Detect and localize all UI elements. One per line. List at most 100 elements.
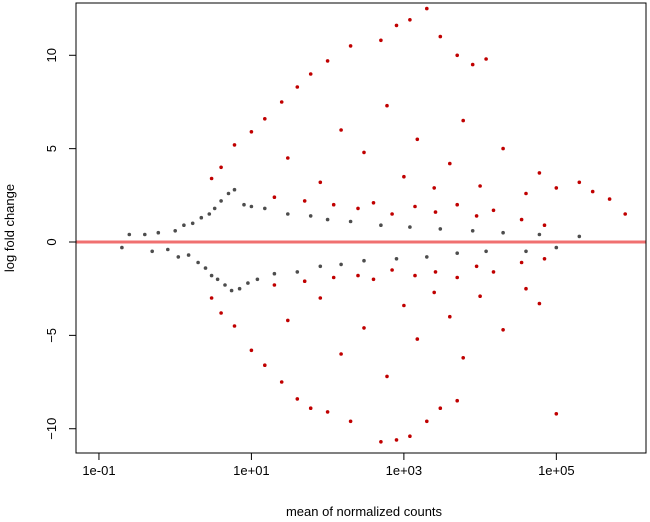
- point-nonsignificant: [226, 191, 231, 196]
- point-significant: [279, 100, 284, 104]
- point-nonsignificant: [173, 229, 177, 233]
- point-nonsignificant: [203, 266, 208, 270]
- point-nonsignificant: [156, 230, 161, 235]
- point-nonsignificant: [212, 206, 217, 211]
- point-significant: [331, 202, 336, 207]
- point-nonsignificant: [286, 212, 290, 216]
- y-tick-label: 0: [44, 238, 59, 245]
- point-nonsignificant: [379, 223, 383, 227]
- y-tick-label: 10: [44, 48, 59, 62]
- point-significant: [249, 348, 254, 353]
- point-significant: [408, 434, 412, 439]
- point-significant: [554, 412, 559, 416]
- point-significant: [461, 118, 466, 123]
- point-nonsignificant: [537, 232, 542, 237]
- point-nonsignificant: [249, 204, 254, 209]
- point-significant: [433, 210, 438, 214]
- point-significant: [390, 212, 394, 216]
- y-tick-label: 5: [44, 145, 59, 152]
- point-significant: [356, 206, 360, 211]
- point-nonsignificant: [394, 257, 399, 261]
- point-significant: [263, 363, 267, 368]
- point-significant: [394, 438, 399, 442]
- point-nonsignificant: [425, 255, 429, 259]
- point-significant: [491, 208, 496, 213]
- point-nonsignificant: [524, 249, 528, 254]
- point-nonsignificant: [362, 258, 366, 263]
- point-nonsignificant: [209, 273, 214, 278]
- point-significant: [339, 352, 343, 356]
- point-nonsignificant: [295, 270, 300, 274]
- point-nonsignificant: [223, 283, 227, 287]
- point-nonsignificant: [554, 245, 559, 250]
- point-significant: [402, 174, 406, 179]
- point-significant: [308, 406, 313, 411]
- point-significant: [295, 85, 300, 89]
- point-nonsignificant: [150, 249, 154, 254]
- point-nonsignificant: [166, 247, 170, 252]
- point-nonsignificant: [272, 271, 277, 276]
- plot-frame: [75, 2, 647, 454]
- point-significant: [590, 189, 595, 194]
- x-tick-label: 1e+05: [538, 463, 575, 478]
- point-significant: [318, 180, 323, 185]
- y-axis: −10 −5 0 5 10: [44, 48, 76, 440]
- point-significant: [348, 419, 353, 424]
- point-nonsignificant: [318, 264, 323, 269]
- point-significant: [339, 128, 343, 132]
- point-significant: [302, 199, 307, 203]
- point-significant: [577, 180, 582, 185]
- point-significant: [219, 165, 223, 170]
- point-significant: [302, 279, 307, 284]
- point-significant: [362, 326, 366, 330]
- point-significant: [331, 275, 336, 280]
- point-significant: [385, 374, 389, 379]
- point-significant: [432, 290, 437, 295]
- x-axis-title: mean of normalized counts: [286, 504, 443, 519]
- point-significant: [232, 324, 237, 328]
- point-significant: [348, 44, 353, 48]
- point-nonsignificant: [577, 234, 582, 239]
- point-significant: [385, 103, 389, 108]
- point-significant: [607, 197, 612, 201]
- y-tick-label: −5: [44, 328, 59, 343]
- x-axis: 1e-01 1e+01 1e+03 1e+05: [82, 453, 575, 478]
- point-significant: [295, 397, 300, 401]
- point-nonsignificant: [339, 262, 343, 267]
- point-significant: [325, 59, 330, 63]
- point-nonsignificant: [120, 245, 124, 250]
- point-nonsignificant: [215, 277, 220, 282]
- point-nonsignificant: [196, 260, 200, 265]
- point-nonsignificant: [237, 286, 242, 291]
- point-nonsignificant: [190, 221, 195, 226]
- y-tick-label: −10: [44, 418, 59, 440]
- point-significant: [272, 283, 277, 287]
- point-nonsignificant: [501, 230, 505, 235]
- point-nonsignificant: [263, 206, 267, 211]
- point-significant: [455, 202, 460, 207]
- point-significant: [491, 270, 496, 274]
- point-significant: [318, 296, 323, 300]
- point-significant: [286, 156, 290, 160]
- point-nonsignificant: [455, 251, 460, 255]
- point-significant: [413, 273, 417, 278]
- point-significant: [501, 328, 505, 332]
- point-significant: [484, 57, 488, 61]
- point-significant: [438, 406, 443, 411]
- point-significant: [408, 18, 412, 22]
- point-significant: [394, 23, 399, 28]
- point-significant: [478, 184, 482, 188]
- point-significant: [623, 212, 627, 216]
- point-significant: [537, 301, 542, 306]
- point-significant: [455, 275, 460, 280]
- point-nonsignificant: [484, 249, 488, 254]
- x-tick-label: 1e-01: [82, 463, 115, 478]
- point-significant: [542, 223, 547, 227]
- point-significant: [474, 214, 479, 218]
- point-nonsignificant: [176, 255, 181, 259]
- point-nonsignificant: [143, 232, 147, 237]
- point-significant: [478, 294, 482, 299]
- point-nonsignificant: [186, 253, 191, 257]
- point-significant: [232, 143, 237, 147]
- y-axis-title: log fold change: [2, 184, 17, 272]
